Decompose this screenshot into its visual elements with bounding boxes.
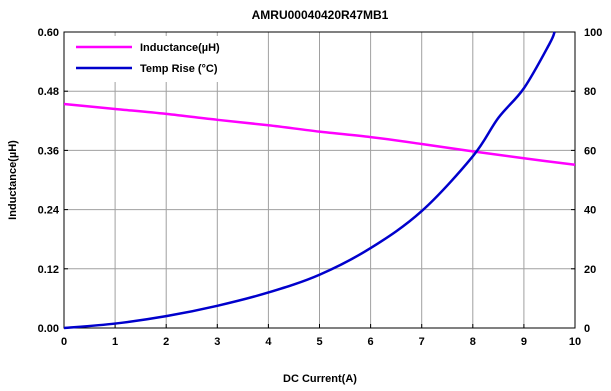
x-tick-label: 7 (419, 336, 425, 348)
y2-tick-label: 20 (584, 264, 596, 276)
legend-label-inductance: Inductance(µH) (140, 42, 220, 54)
legend: Inductance(µH) Temp Rise (°C) (70, 36, 248, 82)
x-tick-label: 8 (470, 336, 476, 348)
legend-label-temp-rise: Temp Rise (°C) (140, 63, 218, 75)
x-axis-label: DC Current(A) (283, 373, 357, 385)
x-axis-tick-labels: 0 1 2 3 4 5 6 7 8 9 10 (61, 336, 581, 348)
x-tick-label: 5 (316, 336, 322, 348)
series-lines (63, 31, 576, 330)
x-tick-label: 0 (61, 336, 67, 348)
y-tick-label: 0.00 (38, 323, 59, 335)
y2-tick-label: 60 (584, 145, 596, 157)
y2-axis-tick-labels: 0 20 40 60 80 100 (584, 27, 602, 335)
y-tick-label: 0.12 (38, 264, 59, 276)
series-line-inductance (63, 102, 576, 166)
y-axis-label: Inductance(µH) (7, 140, 19, 220)
legend-box (70, 36, 248, 82)
y2-tick-label: 40 (584, 205, 596, 217)
y2-tick-label: 80 (584, 86, 596, 98)
x-tick-label: 4 (265, 336, 272, 348)
x-tick-label: 10 (569, 336, 581, 348)
x-tick-label: 1 (112, 336, 118, 348)
x-tick-label: 2 (163, 336, 169, 348)
y-tick-label: 0.36 (38, 145, 59, 157)
x-tick-label: 9 (521, 336, 527, 348)
x-tick-label: 3 (214, 336, 220, 348)
chart-title: AMRU00040420R47MB1 (252, 8, 389, 22)
y-tick-label: 0.60 (38, 27, 59, 39)
y-axis-tick-labels: 0.00 0.12 0.24 0.36 0.48 0.60 (38, 27, 60, 335)
y2-tick-label: 100 (584, 27, 602, 39)
y2-tick-label: 0 (584, 323, 590, 335)
y-tick-label: 0.48 (38, 86, 59, 98)
series-line-temp-rise (63, 31, 556, 330)
x-tick-label: 6 (368, 336, 374, 348)
y-tick-label: 0.24 (38, 205, 60, 217)
